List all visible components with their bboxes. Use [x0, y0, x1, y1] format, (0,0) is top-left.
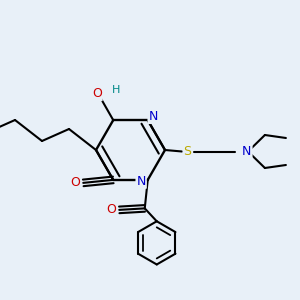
- Text: N: N: [148, 110, 158, 123]
- Text: H: H: [112, 85, 120, 95]
- Text: N: N: [136, 175, 146, 188]
- Text: O: O: [70, 176, 80, 189]
- Text: O: O: [106, 203, 116, 216]
- Text: O: O: [92, 87, 102, 100]
- Text: S: S: [184, 145, 191, 158]
- Text: N: N: [242, 145, 252, 158]
